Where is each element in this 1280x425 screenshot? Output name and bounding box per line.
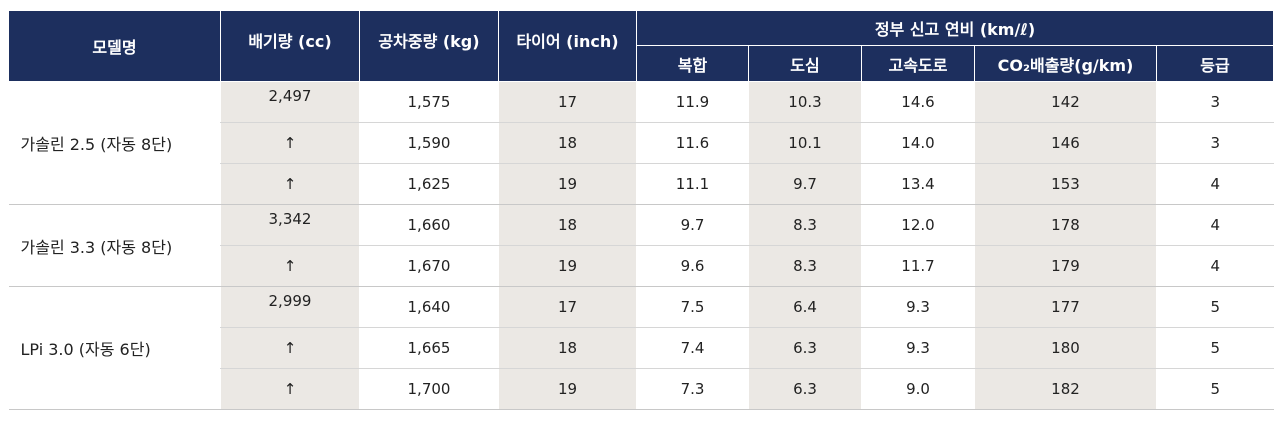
cell-weight: 1,665 [359, 327, 499, 369]
cell-displacement: ↑ [220, 122, 360, 164]
cell-weight: 1,575 [359, 81, 499, 123]
cell-co2: 178 [974, 204, 1157, 246]
model-name: 가솔린 2.5 (자동 8단) [8, 81, 221, 205]
cell-displacement: 2,999 [220, 286, 360, 328]
cell-combined: 11.9 [636, 81, 749, 123]
cell-co2: 179 [974, 245, 1157, 287]
cell-displacement: ↑ [220, 327, 360, 369]
cell-grade: 4 [1156, 204, 1274, 246]
table-row: 가솔린 2.5 (자동 8단) 2,497 1,575 17 11.9 10.3… [8, 81, 1274, 205]
header-combined: 복합 [636, 45, 749, 82]
cell-weight: 1,590 [359, 122, 499, 164]
cell-combined: 11.1 [636, 163, 749, 205]
cell-combined: 11.6 [636, 122, 749, 164]
cell-city: 6.3 [748, 368, 862, 410]
cell-displacement: ↑ [220, 245, 360, 287]
cell-highway: 14.6 [861, 81, 975, 123]
cell-co2: 146 [974, 122, 1157, 164]
cell-grade: 5 [1156, 327, 1274, 369]
fuel-economy-table-container: 모델명 배기량 (cc) 공차중량 (kg) 타이어 (inch) 정부 신고 … [8, 10, 1275, 410]
header-highway: 고속도로 [861, 45, 975, 82]
cell-displacement: 2,497 [220, 81, 360, 123]
cell-highway: 9.0 [861, 368, 975, 410]
header-displacement-label: 배기량 (cc) [248, 32, 332, 51]
cell-combined: 7.4 [636, 327, 749, 369]
cell-city: 10.3 [748, 81, 862, 123]
cell-city: 9.7 [748, 163, 862, 205]
header-fuel-group: 정부 신고 연비 (km/ℓ) [635, 10, 1275, 46]
cell-tire: 18 [498, 204, 637, 246]
cell-displacement: 3,342 [220, 204, 360, 246]
cell-grade: 3 [1156, 122, 1274, 164]
cell-tire: 17 [498, 286, 637, 328]
cell-displacement: ↑ [220, 368, 360, 410]
cell-weight: 1,670 [359, 245, 499, 287]
cell-tire: 19 [498, 245, 637, 287]
cell-combined: 7.3 [636, 368, 749, 410]
cell-highway: 11.7 [861, 245, 975, 287]
cell-co2: 182 [974, 368, 1157, 410]
cell-city: 8.3 [748, 204, 862, 246]
cell-combined: 9.7 [636, 204, 749, 246]
table-body: 가솔린 2.5 (자동 8단) 2,497 1,575 17 11.9 10.3… [8, 81, 1274, 410]
cell-weight: 1,660 [359, 204, 499, 246]
cell-displacement: ↑ [220, 163, 360, 205]
fuel-economy-table: 모델명 배기량 (cc) 공차중량 (kg) 타이어 (inch) 정부 신고 … [8, 10, 1275, 410]
cell-tire: 19 [498, 163, 637, 205]
cell-weight: 1,640 [359, 286, 499, 328]
table-header: 모델명 배기량 (cc) 공차중량 (kg) 타이어 (inch) 정부 신고 … [8, 10, 1275, 82]
cell-city: 6.4 [748, 286, 862, 328]
table-row: ↑ 1,670 19 9.6 8.3 11.7 179 4 [9, 245, 1274, 287]
cell-displacement-value: 2,497 [268, 87, 312, 105]
cell-grade: 3 [1156, 81, 1274, 123]
cell-tire: 18 [498, 122, 637, 164]
cell-highway: 13.4 [861, 163, 975, 205]
table-row: ↑ 1,700 19 7.3 6.3 9.0 182 5 [9, 368, 1274, 410]
cell-co2: 177 [974, 286, 1157, 328]
cell-displacement-value: 2,999 [268, 292, 312, 310]
table-row: ↑ 1,665 18 7.4 6.3 9.3 180 5 [9, 327, 1274, 369]
cell-highway: 9.3 [861, 286, 975, 328]
header-curb-weight: 공차중량 (kg) [359, 10, 499, 82]
cell-co2: 180 [974, 327, 1157, 369]
cell-co2: 142 [974, 81, 1157, 123]
header-co2: CO₂배출량(g/km) [974, 45, 1157, 82]
cell-displacement-value: 3,342 [268, 210, 312, 228]
header-model: 모델명 [8, 10, 221, 82]
cell-tire: 19 [498, 368, 637, 410]
model-name: 가솔린 3.3 (자동 8단) [8, 204, 221, 287]
cell-city: 8.3 [748, 245, 862, 287]
cell-grade: 4 [1156, 163, 1274, 205]
table-row: LPi 3.0 (자동 6단) 2,999 1,640 17 7.5 6.4 9… [8, 286, 1274, 410]
table-row: 가솔린 3.3 (자동 8단) 3,342 1,660 18 9.7 8.3 1… [8, 204, 1274, 287]
cell-weight: 1,700 [359, 368, 499, 410]
cell-grade: 5 [1156, 368, 1274, 410]
cell-combined: 9.6 [636, 245, 749, 287]
header-tire-label: 타이어 (inch) [516, 32, 619, 51]
cell-tire: 18 [498, 327, 637, 369]
header-curb-weight-label: 공차중량 (kg) [378, 32, 480, 51]
model-name: LPi 3.0 (자동 6단) [8, 286, 221, 410]
cell-city: 10.1 [748, 122, 862, 164]
header-city: 도심 [748, 45, 862, 82]
header-displacement: 배기량 (cc) [220, 10, 360, 82]
cell-co2: 153 [974, 163, 1157, 205]
cell-highway: 12.0 [861, 204, 975, 246]
cell-grade: 4 [1156, 245, 1274, 287]
cell-tire: 17 [498, 81, 637, 123]
header-tire: 타이어 (inch) [498, 10, 637, 82]
cell-city: 6.3 [748, 327, 862, 369]
table-row: ↑ 1,625 19 11.1 9.7 13.4 153 4 [9, 163, 1274, 205]
cell-combined: 7.5 [636, 286, 749, 328]
cell-grade: 5 [1156, 286, 1274, 328]
cell-highway: 9.3 [861, 327, 975, 369]
header-grade: 등급 [1155, 45, 1275, 82]
cell-highway: 14.0 [861, 122, 975, 164]
table-row: ↑ 1,590 18 11.6 10.1 14.0 146 3 [9, 122, 1274, 164]
cell-weight: 1,625 [359, 163, 499, 205]
